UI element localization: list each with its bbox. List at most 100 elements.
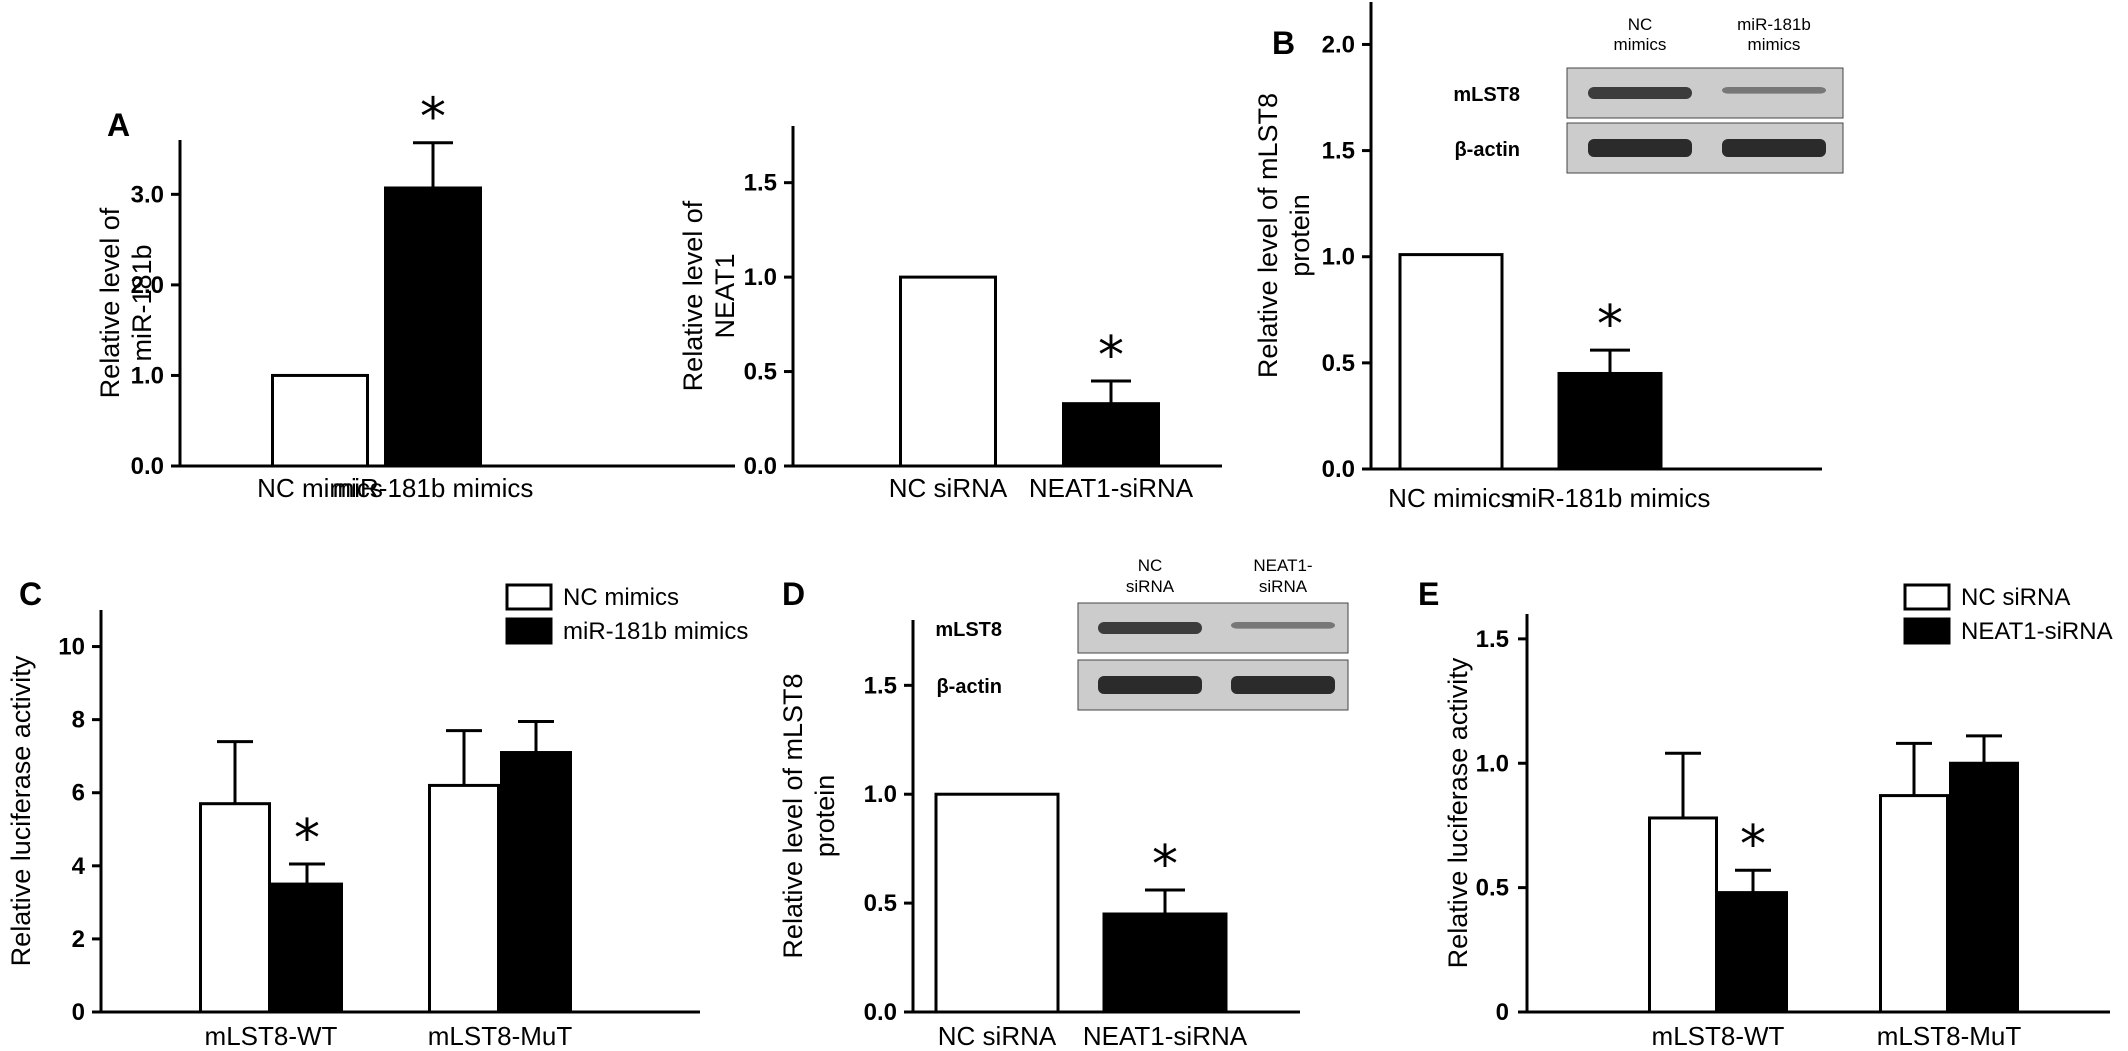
bar-nc-sirna bbox=[1648, 816, 1718, 1014]
legend-swatch bbox=[1903, 617, 1951, 645]
panel-label: C bbox=[19, 576, 42, 612]
panel-label: B bbox=[1272, 25, 1295, 61]
bar-control bbox=[1398, 253, 1504, 471]
y-axis-label: miR-181b bbox=[127, 244, 157, 361]
panel-label: E bbox=[1418, 576, 1439, 612]
chart-a1: 0.0 1.0 2.0 3.0 Relative level of miR-181b A NC… bbox=[95, 88, 735, 503]
panel-label: D bbox=[782, 576, 805, 612]
lane-label: NEAT1- bbox=[1253, 556, 1312, 575]
bar-mir-181b-mimics bbox=[271, 882, 343, 1014]
y-tick-label: 10 bbox=[58, 634, 85, 661]
y-tick-label: 1.0 bbox=[1476, 750, 1509, 777]
significance-star: * bbox=[1152, 835, 1178, 895]
category-label: miR-181b mimics bbox=[1510, 483, 1711, 513]
blot-band bbox=[1588, 87, 1692, 99]
y-tick-label: 3.0 bbox=[131, 181, 164, 208]
y-tick-label: 1.0 bbox=[131, 362, 164, 389]
category-label: NEAT1-siRNA bbox=[1083, 1021, 1248, 1051]
bar-control bbox=[899, 275, 997, 468]
blot-band bbox=[1098, 676, 1202, 694]
y-tick-label: 1.0 bbox=[864, 781, 897, 808]
lane-label: miR-181b bbox=[1737, 15, 1811, 34]
y-tick-label: 2.0 bbox=[1322, 31, 1355, 58]
y-tick-label: 8 bbox=[72, 707, 85, 734]
bar-control bbox=[271, 373, 369, 468]
y-tick-label: 1.5 bbox=[864, 672, 897, 699]
legend-label: NEAT1-siRNA bbox=[1961, 618, 2113, 645]
lane-label: NC bbox=[1138, 556, 1163, 575]
blot-band bbox=[1722, 87, 1826, 94]
significance-star: * bbox=[1597, 295, 1623, 355]
y-tick-label: 0.5 bbox=[864, 890, 897, 917]
y-tick-label: 0.0 bbox=[131, 453, 164, 480]
y-tick-label: 0 bbox=[72, 999, 85, 1026]
blot-band bbox=[1098, 622, 1202, 634]
y-axis-label: protein bbox=[810, 775, 840, 858]
y-axis-label: Relative level of mLST8 bbox=[778, 673, 808, 958]
category-label: mLST8-WT bbox=[205, 1021, 338, 1051]
y-tick-label: 2 bbox=[72, 926, 85, 953]
legend-label: NC mimics bbox=[563, 584, 679, 611]
bar-treatment bbox=[384, 186, 482, 468]
y-tick-label: 0.5 bbox=[1476, 875, 1509, 902]
bar-nc-sirna bbox=[1879, 794, 1949, 1014]
bar-treatment bbox=[1102, 912, 1228, 1014]
y-tick-label: 0 bbox=[1496, 999, 1509, 1026]
category-label: miR-181b mimics bbox=[333, 473, 534, 503]
legend-swatch bbox=[505, 583, 553, 611]
chart-a2: 0.0 0.5 1.0 1.5 Relative level of NEAT1 NC siR… bbox=[678, 126, 1222, 503]
western-blot-d: NC siRNA NEAT1- siRNA mLST8 β-actin bbox=[935, 556, 1349, 711]
y-tick-label: 1.0 bbox=[1322, 244, 1355, 271]
category-label: NC mimics bbox=[257, 473, 383, 503]
chart-d: 0.0 0.5 1.0 1.5 Relative level of mLST8 prote… bbox=[778, 576, 1300, 1051]
bar-control bbox=[934, 792, 1060, 1014]
y-tick-label: 2.0 bbox=[131, 272, 164, 299]
y-tick-label: 6 bbox=[72, 780, 85, 807]
bar-mir-181b-mimics bbox=[500, 751, 572, 1014]
blot-row-label: mLST8 bbox=[935, 619, 1002, 641]
blot-row-label: mLST8 bbox=[1453, 84, 1520, 106]
panel-label: A bbox=[107, 107, 130, 143]
y-tick-label: 0.0 bbox=[1322, 456, 1355, 483]
bar-nc-mimics bbox=[199, 802, 271, 1014]
legend-swatch bbox=[1903, 583, 1951, 611]
blot-row-label: β-actin bbox=[936, 676, 1002, 698]
bar-nc-mimics bbox=[428, 783, 500, 1014]
category-label: NC siRNA bbox=[889, 473, 1008, 503]
legend-label: miR-181b mimics bbox=[563, 618, 748, 645]
bar-treatment bbox=[1557, 371, 1663, 471]
y-tick-label: 1.5 bbox=[1322, 138, 1355, 165]
y-tick-label: 1.0 bbox=[744, 264, 777, 291]
bar-treatment bbox=[1062, 402, 1160, 468]
bar-neat1-sirna bbox=[1949, 761, 2019, 1014]
blot-band bbox=[1231, 622, 1335, 629]
category-label: mLST8-MuT bbox=[428, 1021, 573, 1051]
y-tick-label: 1.5 bbox=[1476, 626, 1509, 653]
y-axis-label: Relative level of bbox=[678, 200, 708, 391]
significance-star: * bbox=[420, 88, 446, 148]
y-tick-label: 4 bbox=[72, 853, 86, 880]
y-axis-label: Relative luciferase activity bbox=[6, 655, 36, 966]
category-label: mLST8-MuT bbox=[1877, 1021, 2022, 1051]
chart-b: 0.0 0.5 1.0 1.5 2.0 Relative level of mLST8 pr… bbox=[1253, 2, 1822, 513]
category-label: mLST8-WT bbox=[1652, 1021, 1785, 1051]
y-axis-label: protein bbox=[1285, 194, 1315, 277]
lane-label: siRNA bbox=[1126, 577, 1175, 596]
legend-label: NC siRNA bbox=[1961, 584, 2070, 611]
blot-band bbox=[1588, 139, 1692, 157]
lane-label: mimics bbox=[1614, 35, 1667, 54]
category-label: NC siRNA bbox=[938, 1021, 1057, 1051]
category-label: NEAT1-siRNA bbox=[1029, 473, 1194, 503]
lane-label: siRNA bbox=[1259, 577, 1308, 596]
legend-swatch bbox=[505, 617, 553, 645]
y-tick-label: 0.5 bbox=[744, 359, 777, 386]
lane-label: mimics bbox=[1748, 35, 1801, 54]
significance-star: * bbox=[1098, 326, 1124, 386]
y-tick-label: 0.5 bbox=[1322, 350, 1355, 377]
y-axis-label: Relative luciferase activity bbox=[1443, 657, 1473, 968]
significance-star: * bbox=[294, 809, 320, 869]
y-tick-label: 0.0 bbox=[744, 453, 777, 480]
